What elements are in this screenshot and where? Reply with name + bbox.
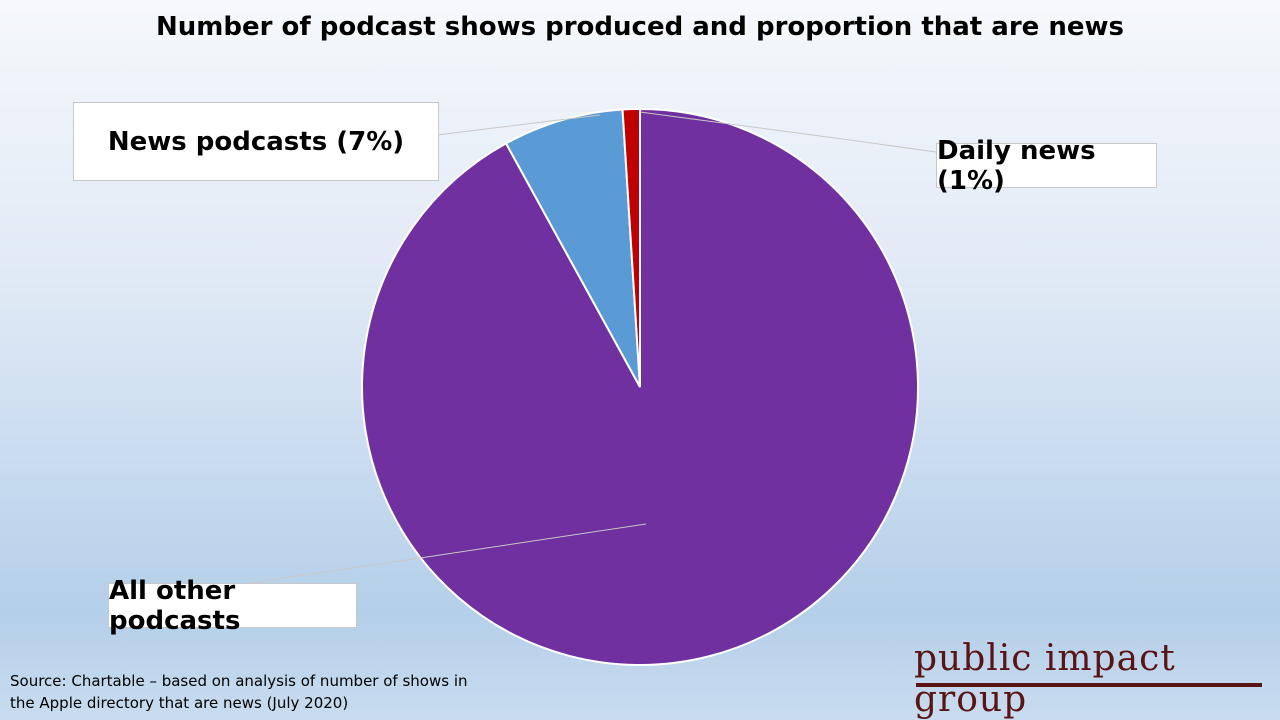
- slice-label-news-podcasts: News podcasts (7%): [73, 102, 439, 181]
- slice-label-all-other-podcasts: All other podcasts: [108, 576, 357, 636]
- leader-line-news: [436, 114, 601, 136]
- brand-logo: public impact group: [914, 638, 1176, 720]
- slice-label-daily-news: Daily news (1%): [936, 136, 1157, 196]
- logo-underline: [916, 683, 1262, 687]
- chart-title: Number of podcast shows produced and pro…: [156, 12, 1124, 42]
- leader-line-other: [249, 523, 647, 584]
- pie-slice-daily-news: [621, 107, 641, 388]
- pie-slice-news-podcasts: [504, 108, 641, 388]
- source-note: Source: Chartable – based on analysis of…: [10, 672, 468, 712]
- leader-line-daily: [639, 111, 937, 153]
